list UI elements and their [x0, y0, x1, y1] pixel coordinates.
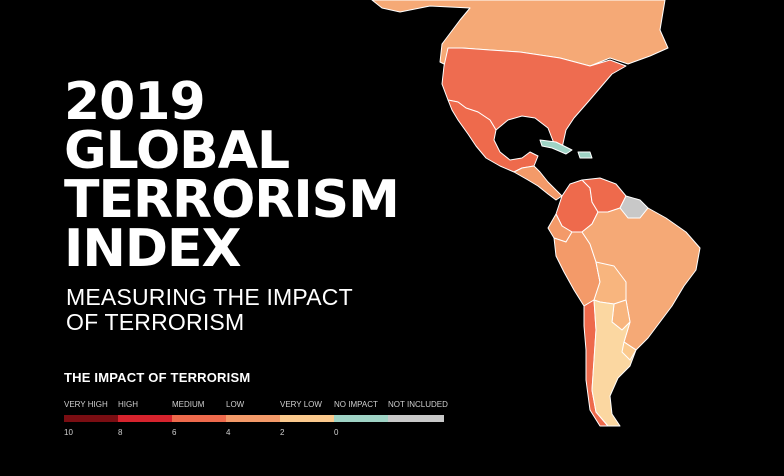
legend-tick: 10 [64, 428, 73, 437]
title-line: 2019 [64, 72, 206, 132]
region-hispaniola [577, 151, 593, 159]
legend-label-not-included: NOT INCLUDED [388, 400, 448, 409]
legend-tick: 6 [172, 428, 177, 437]
title-line: TERRORISM [64, 170, 400, 230]
title-line: GLOBAL [64, 121, 290, 181]
legend-color-bar [64, 415, 454, 422]
legend-tick: 8 [118, 428, 123, 437]
region-uruguay [621, 341, 637, 361]
title-line: INDEX [64, 219, 242, 279]
legend-labels: VERY HIGH HIGH MEDIUM LOW VERY LOW NO IM… [64, 400, 454, 412]
legend-swatch-very-high [64, 415, 118, 422]
legend-title: THE IMPACT OF TERRORISM [64, 370, 251, 385]
legend-label-medium: MEDIUM [172, 400, 205, 409]
legend-label-very-high: VERY HIGH [64, 400, 108, 409]
main-title: 2019 GLOBAL TERRORISM INDEX [64, 72, 400, 279]
legend-swatch-low [226, 415, 280, 422]
subtitle: MEASURING THE IMPACT OF TERRORISM [66, 285, 353, 335]
region-argentina [591, 299, 637, 427]
subtitle-line: OF TERRORISM [66, 309, 245, 335]
legend-tick: 0 [334, 428, 339, 437]
legend-swatch-no-impact [334, 415, 388, 422]
legend-tick: 2 [280, 428, 285, 437]
legend-label-very-low: VERY LOW [280, 400, 322, 409]
region-cuba [539, 139, 573, 155]
region-mexico [447, 99, 539, 173]
legend-tick: 4 [226, 428, 231, 437]
impact-legend: THE IMPACT OF TERRORISM VERY HIGH HIGH M… [64, 370, 454, 438]
legend-label-low: LOW [226, 400, 245, 409]
legend-swatch-high [118, 415, 172, 422]
region-central-america [513, 165, 563, 201]
legend-label-high: HIGH [118, 400, 138, 409]
legend-swatch-medium [172, 415, 226, 422]
subtitle-line: MEASURING THE IMPACT [66, 284, 353, 310]
legend-swatch-very-low [280, 415, 334, 422]
legend-label-no-impact: NO IMPACT [334, 400, 378, 409]
legend-swatch-not-included [388, 415, 444, 422]
legend-ticks: 10 8 6 4 2 0 [64, 428, 454, 438]
